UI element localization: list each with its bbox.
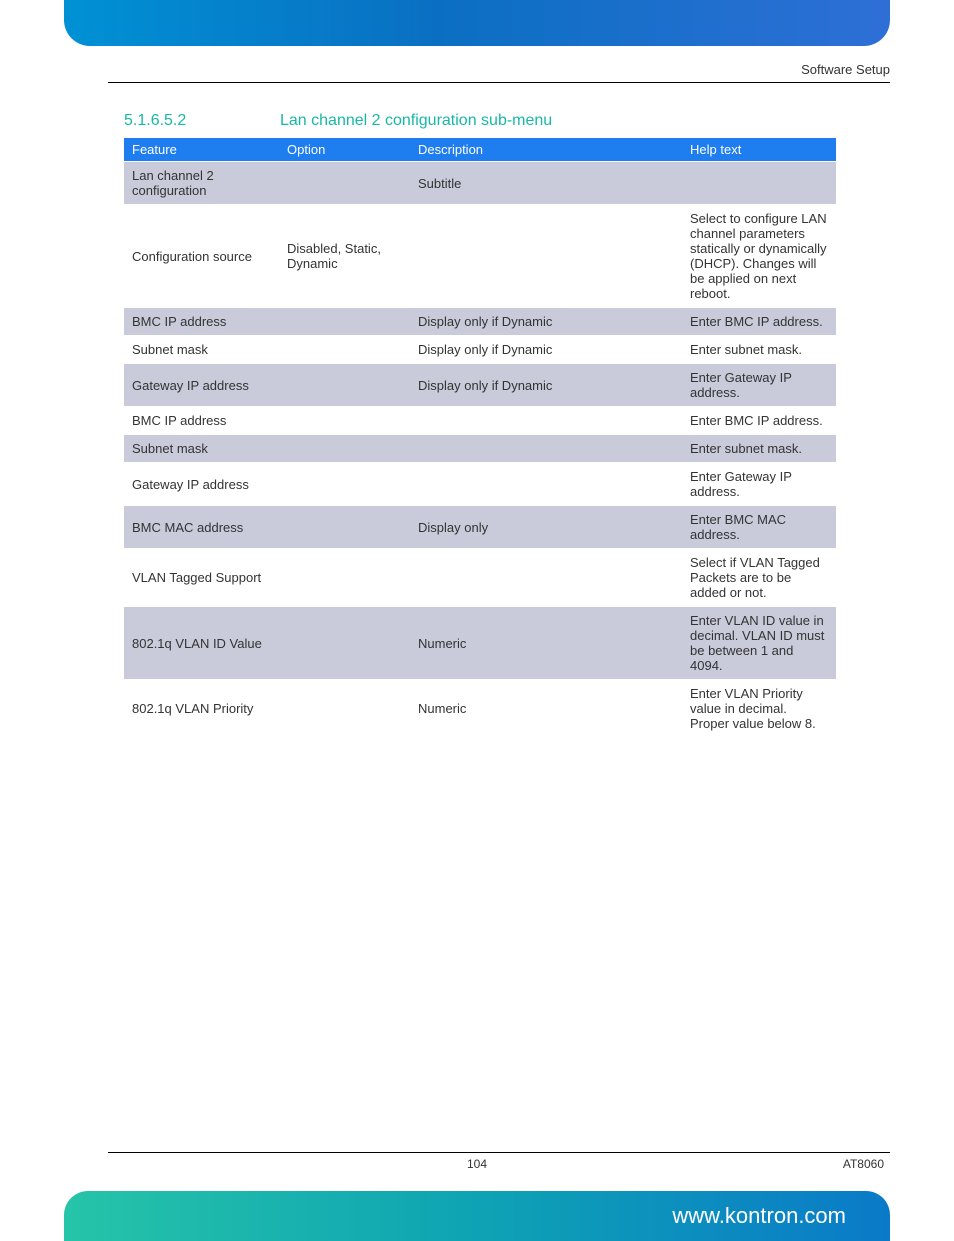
cell-option: Disabled, Static, Dynamic (279, 205, 410, 308)
cell-feature: Subnet mask (124, 435, 279, 463)
footer-rule (108, 1152, 890, 1153)
cell-description: Display only if Dynamic (410, 308, 682, 336)
cell-feature: Subnet mask (124, 336, 279, 364)
header-rule (108, 82, 890, 83)
cell-description: Numeric (410, 680, 682, 738)
table-row: Subnet mask Display only if DynamicEnter … (124, 336, 836, 364)
cell-description: Subtitle (410, 162, 682, 205)
table-row: BMC MAC address Display onlyEnter BMC MAC… (124, 506, 836, 549)
col-header-description: Description (410, 138, 682, 162)
table-row: Lan channel 2 configuration Subtitle (124, 162, 836, 205)
table-row: Configuration sourceDisabled, Static, Dy… (124, 205, 836, 308)
cell-feature: 802.1q VLAN Priority (124, 680, 279, 738)
cell-feature: BMC IP address (124, 308, 279, 336)
table-row: 802.1q VLAN ID Value NumericEnter VLAN ID… (124, 607, 836, 680)
cell-description (410, 435, 682, 463)
table-row: Subnet mask Enter subnet mask. (124, 435, 836, 463)
cell-feature: VLAN Tagged Support (124, 549, 279, 607)
cell-description (410, 205, 682, 308)
col-header-option: Option (279, 138, 410, 162)
cell-help: Enter Gateway IP address. (682, 364, 836, 407)
bottom-banner: www.kontron.com (64, 1191, 890, 1241)
cell-option (279, 680, 410, 738)
cell-option (279, 364, 410, 407)
cell-option (279, 607, 410, 680)
table-row: Gateway IP address Display only if Dynami… (124, 364, 836, 407)
cell-feature: 802.1q VLAN ID Value (124, 607, 279, 680)
cell-feature: Gateway IP address (124, 364, 279, 407)
cell-help: Enter VLAN ID value in decimal. VLAN ID … (682, 607, 836, 680)
cell-description (410, 407, 682, 435)
cell-help: Enter VLAN Priority value in decimal. Pr… (682, 680, 836, 738)
cell-option (279, 407, 410, 435)
top-banner (64, 0, 890, 46)
cell-help: Select if VLAN Tagged Packets are to be … (682, 549, 836, 607)
section-number: 5.1.6.5.2 (124, 112, 186, 130)
cell-feature: Lan channel 2 configuration (124, 162, 279, 205)
cell-help: Enter BMC MAC address. (682, 506, 836, 549)
table-row: BMC IP address Enter BMC IP address. (124, 407, 836, 435)
cell-option (279, 308, 410, 336)
cell-help: Enter BMC IP address. (682, 308, 836, 336)
page-number: 104 (0, 1157, 954, 1171)
cell-help: Enter subnet mask. (682, 435, 836, 463)
document-id: AT8060 (843, 1157, 884, 1171)
cell-option (279, 506, 410, 549)
cell-help: Enter subnet mask. (682, 336, 836, 364)
cell-option (279, 336, 410, 364)
header-section-label: Software Setup (801, 62, 890, 77)
footer-url: www.kontron.com (672, 1203, 846, 1229)
cell-option (279, 162, 410, 205)
cell-help: Select to configure LAN channel paramete… (682, 205, 836, 308)
cell-option (279, 463, 410, 506)
cell-option (279, 435, 410, 463)
config-table: Feature Option Description Help text Lan… (124, 138, 836, 737)
col-header-feature: Feature (124, 138, 279, 162)
table-row: 802.1q VLAN Priority NumericEnter VLAN Pr… (124, 680, 836, 738)
cell-help: Enter Gateway IP address. (682, 463, 836, 506)
table-row: VLAN Tagged Support Select if VLAN Tagged… (124, 549, 836, 607)
cell-description: Display only (410, 506, 682, 549)
cell-feature: BMC IP address (124, 407, 279, 435)
table-header-row: Feature Option Description Help text (124, 138, 836, 162)
cell-description: Numeric (410, 607, 682, 680)
cell-description (410, 463, 682, 506)
col-header-help: Help text (682, 138, 836, 162)
cell-help (682, 162, 836, 205)
cell-help: Enter BMC IP address. (682, 407, 836, 435)
cell-feature: Configuration source (124, 205, 279, 308)
section-title: Lan channel 2 configuration sub-menu (280, 112, 552, 130)
cell-description (410, 549, 682, 607)
cell-description: Display only if Dynamic (410, 364, 682, 407)
cell-description: Display only if Dynamic (410, 336, 682, 364)
table-row: Gateway IP address Enter Gateway IP addre… (124, 463, 836, 506)
cell-feature: Gateway IP address (124, 463, 279, 506)
table-row: BMC IP address Display only if DynamicEnt… (124, 308, 836, 336)
cell-option (279, 549, 410, 607)
cell-feature: BMC MAC address (124, 506, 279, 549)
